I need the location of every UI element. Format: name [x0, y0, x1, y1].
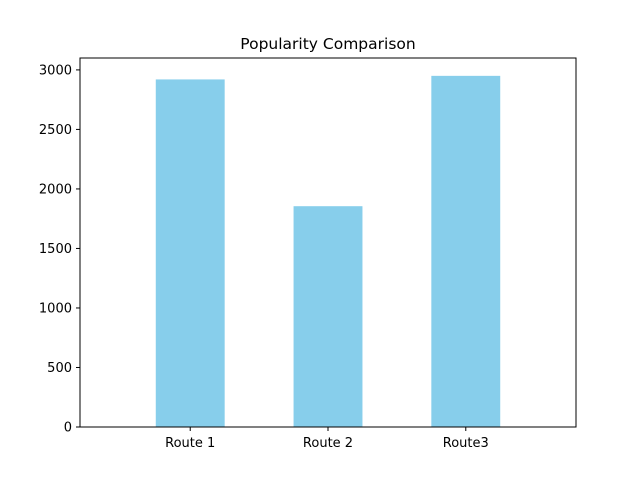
- y-tick-label: 500: [47, 361, 72, 376]
- bar-2: [293, 206, 363, 427]
- y-axis: 0 500 1000 1500 2000 2500 3000: [39, 63, 80, 436]
- y-tick-label: 2500: [39, 123, 72, 138]
- bar-3: [431, 75, 501, 427]
- x-tick-label: Route 1: [165, 436, 215, 451]
- y-tick-label: 1000: [39, 301, 72, 316]
- y-tick-label: 3000: [39, 63, 72, 78]
- bars-group: [155, 75, 501, 428]
- x-tick-label: Route3: [443, 436, 489, 451]
- y-tick-label: 2000: [39, 182, 72, 197]
- plot-area-frame: [79, 57, 577, 428]
- chart-title: Popularity Comparison: [240, 35, 415, 53]
- y-tick-label: 0: [64, 421, 72, 436]
- x-axis: Route 1 Route 2 Route3: [165, 427, 489, 451]
- x-tick-label: Route 2: [303, 436, 353, 451]
- y-tick-label: 1500: [39, 242, 72, 257]
- bar-1: [155, 79, 225, 428]
